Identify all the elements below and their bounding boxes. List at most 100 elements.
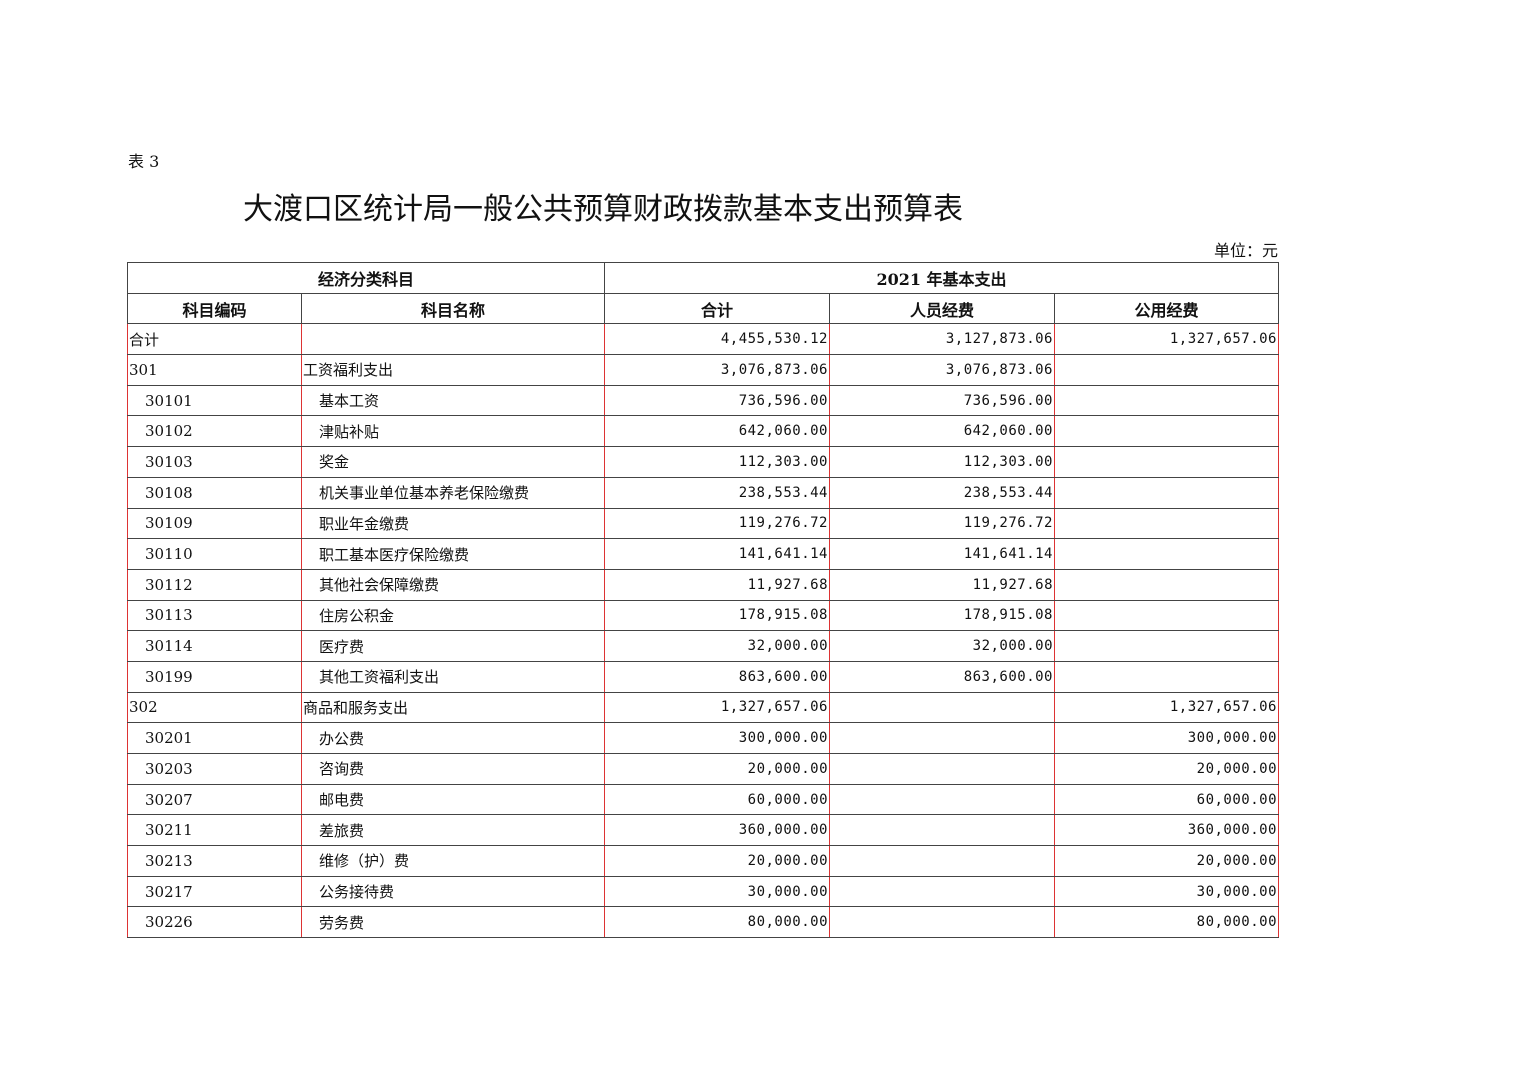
cell-code: 302 <box>127 691 302 724</box>
cell-personnel: 642,060.00 <box>829 415 1055 448</box>
cell-total: 60,000.00 <box>604 783 830 816</box>
cell-personnel: 119,276.72 <box>829 507 1055 540</box>
cell-public <box>1054 660 1279 693</box>
cell-name <box>301 323 605 356</box>
header-personnel: 人员经费 <box>829 292 1055 325</box>
cell-name: 办公费 <box>301 722 605 754</box>
cell-public: 20,000.00 <box>1054 753 1279 785</box>
cell-total: 4,455,530.12 <box>604 323 830 356</box>
cell-public: 80,000.00 <box>1054 906 1279 939</box>
cell-code: 合计 <box>127 323 302 356</box>
cell-total: 141,641.14 <box>604 538 830 570</box>
cell-personnel <box>829 691 1055 724</box>
table-row: 30113 住房公积金 178,915.08 178,915.08 <box>127 599 1279 632</box>
cell-personnel: 32,000.00 <box>829 630 1055 662</box>
cell-public <box>1054 476 1279 509</box>
cell-code: 301 <box>127 354 302 386</box>
cell-code: 30101 <box>127 384 302 417</box>
cell-code: 30114 <box>127 630 302 662</box>
table-row: 合计 4,455,530.12 3,127,873.06 1,327,657.06 <box>127 323 1279 356</box>
cell-total: 112,303.00 <box>604 446 830 478</box>
table-row: 30110 职工基本医疗保险缴费 141,641.14 141,641.14 <box>127 538 1279 570</box>
cell-total: 178,915.08 <box>604 599 830 632</box>
cell-code: 30110 <box>127 538 302 570</box>
cell-name: 奖金 <box>301 446 605 478</box>
table-row: 30201 办公费 300,000.00 300,000.00 <box>127 722 1279 754</box>
cell-public: 360,000.00 <box>1054 814 1279 847</box>
cell-total: 11,927.68 <box>604 568 830 601</box>
cell-name: 医疗费 <box>301 630 605 662</box>
cell-name: 职业年金缴费 <box>301 507 605 540</box>
cell-code: 30201 <box>127 722 302 754</box>
cell-code: 30113 <box>127 599 302 632</box>
header-name: 科目名称 <box>301 292 605 325</box>
cell-name: 住房公积金 <box>301 599 605 632</box>
table-row: 302 商品和服务支出 1,327,657.06 1,327,657.06 <box>127 691 1279 724</box>
cell-public <box>1054 384 1279 417</box>
cell-personnel <box>829 906 1055 939</box>
header-code: 科目编码 <box>127 292 302 325</box>
cell-name: 基本工资 <box>301 384 605 417</box>
cell-name: 公务接待费 <box>301 875 605 908</box>
cell-code: 30199 <box>127 660 302 693</box>
cell-code: 30217 <box>127 875 302 908</box>
cell-public <box>1054 446 1279 478</box>
cell-total: 32,000.00 <box>604 630 830 662</box>
page-title: 大渡口区统计局一般公共预算财政拨款基本支出预算表 <box>243 192 963 227</box>
cell-personnel <box>829 753 1055 785</box>
cell-code: 30203 <box>127 753 302 785</box>
cell-personnel: 3,076,873.06 <box>829 354 1055 386</box>
table-row: 30199 其他工资福利支出 863,600.00 863,600.00 <box>127 660 1279 693</box>
cell-total: 80,000.00 <box>604 906 830 939</box>
cell-public: 1,327,657.06 <box>1054 323 1279 356</box>
table-row: 30114 医疗费 32,000.00 32,000.00 <box>127 630 1279 662</box>
cell-code: 30112 <box>127 568 302 601</box>
table-row: 301 工资福利支出 3,076,873.06 3,076,873.06 <box>127 354 1279 386</box>
cell-total: 30,000.00 <box>604 875 830 908</box>
unit-label: 单位：元 <box>1213 241 1278 260</box>
table-row: 30226 劳务费 80,000.00 80,000.00 <box>127 906 1279 939</box>
cell-code: 30109 <box>127 507 302 540</box>
cell-personnel: 112,303.00 <box>829 446 1055 478</box>
table-row: 30213 维修（护）费 20,000.00 20,000.00 <box>127 845 1279 877</box>
cell-total: 20,000.00 <box>604 753 830 785</box>
header-total: 合计 <box>604 292 830 325</box>
table-row: 30102 津贴补贴 642,060.00 642,060.00 <box>127 415 1279 448</box>
cell-total: 3,076,873.06 <box>604 354 830 386</box>
cell-personnel: 736,596.00 <box>829 384 1055 417</box>
cell-total: 20,000.00 <box>604 845 830 877</box>
cell-personnel <box>829 875 1055 908</box>
header-public: 公用经费 <box>1054 292 1279 325</box>
cell-personnel: 3,127,873.06 <box>829 323 1055 356</box>
cell-public: 300,000.00 <box>1054 722 1279 754</box>
cell-public <box>1054 538 1279 570</box>
cell-code: 30207 <box>127 783 302 816</box>
table-row: 30108 机关事业单位基本养老保险缴费 238,553.44 238,553.44 <box>127 476 1279 509</box>
cell-name: 咨询费 <box>301 753 605 785</box>
cell-public <box>1054 415 1279 448</box>
cell-code: 30211 <box>127 814 302 847</box>
cell-name: 机关事业单位基本养老保险缴费 <box>301 476 605 509</box>
cell-name: 劳务费 <box>301 906 605 939</box>
cell-public: 30,000.00 <box>1054 875 1279 908</box>
table-row: 30103 奖金 112,303.00 112,303.00 <box>127 446 1279 478</box>
table-row: 30109 职业年金缴费 119,276.72 119,276.72 <box>127 507 1279 540</box>
cell-total: 300,000.00 <box>604 722 830 754</box>
cell-public: 1,327,657.06 <box>1054 691 1279 724</box>
cell-name: 津贴补贴 <box>301 415 605 448</box>
cell-name: 职工基本医疗保险缴费 <box>301 538 605 570</box>
cell-public: 20,000.00 <box>1054 845 1279 877</box>
cell-total: 1,327,657.06 <box>604 691 830 724</box>
cell-code: 30213 <box>127 845 302 877</box>
cell-personnel: 238,553.44 <box>829 476 1055 509</box>
cell-public <box>1054 599 1279 632</box>
cell-personnel: 141,641.14 <box>829 538 1055 570</box>
cell-personnel <box>829 845 1055 877</box>
cell-total: 863,600.00 <box>604 660 830 693</box>
cell-personnel <box>829 814 1055 847</box>
cell-total: 119,276.72 <box>604 507 830 540</box>
cell-name: 其他工资福利支出 <box>301 660 605 693</box>
table-label: 表 3 <box>128 152 160 171</box>
cell-public <box>1054 354 1279 386</box>
